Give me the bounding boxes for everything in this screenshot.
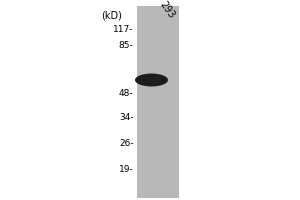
Text: (kD): (kD) [100, 11, 122, 21]
Text: 117-: 117- [113, 24, 134, 33]
Text: 85-: 85- [119, 40, 134, 49]
Text: 34-: 34- [119, 114, 134, 122]
Text: 293: 293 [158, 0, 176, 20]
Text: 26-: 26- [119, 138, 134, 148]
Text: 48-: 48- [119, 88, 134, 98]
Text: 19-: 19- [119, 164, 134, 173]
Ellipse shape [135, 73, 168, 86]
Bar [136, 6, 178, 198]
